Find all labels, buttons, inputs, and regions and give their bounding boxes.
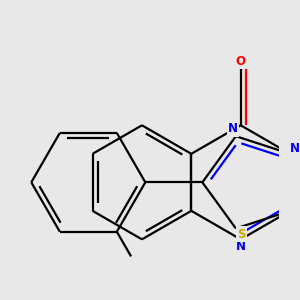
Text: N: N xyxy=(236,240,246,253)
Text: S: S xyxy=(237,228,246,241)
Text: O: O xyxy=(236,55,246,68)
Text: N: N xyxy=(228,122,238,135)
Text: N: N xyxy=(290,142,300,154)
